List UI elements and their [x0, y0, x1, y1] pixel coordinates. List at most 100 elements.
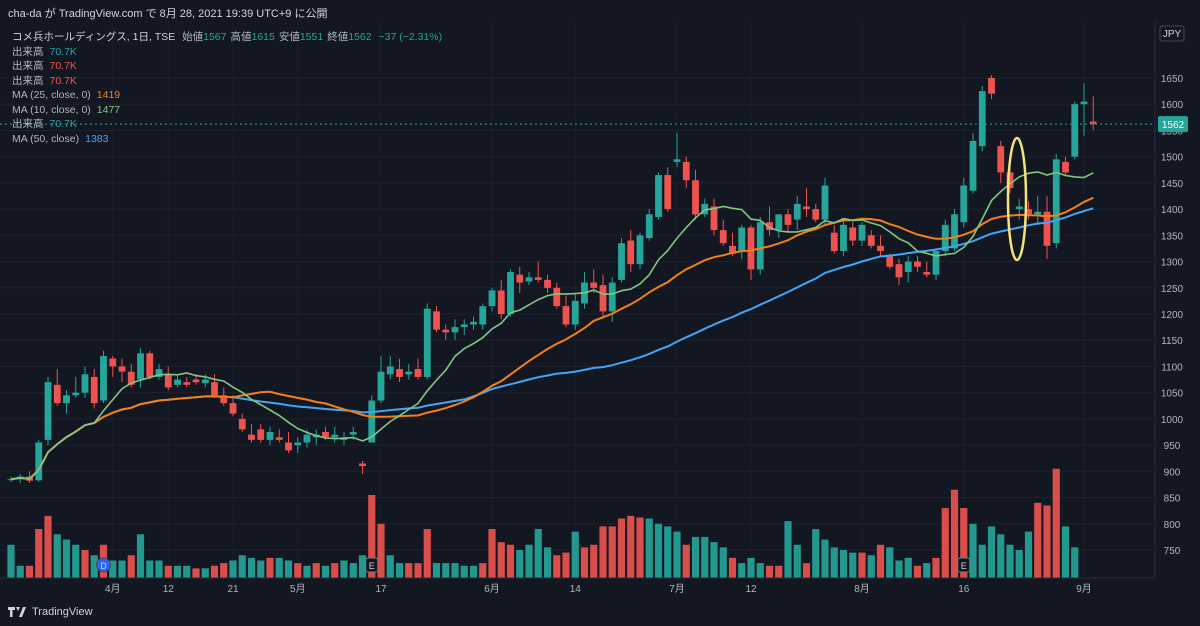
- dividend-marker[interactable]: [96, 557, 111, 573]
- volume-bar: [44, 515, 52, 578]
- volume-bar: [497, 542, 505, 578]
- volume-bar: [673, 531, 681, 578]
- volume-bar: [266, 557, 274, 578]
- earnings-marker[interactable]: [365, 557, 379, 573]
- candle-body: [460, 324, 468, 328]
- time-tick-label: 4月: [105, 583, 121, 595]
- candle-body: [803, 206, 810, 210]
- candle-body: [738, 227, 746, 252]
- volume-bar: [257, 560, 265, 578]
- legend-row-label: 出来高: [12, 45, 44, 58]
- candle-body: [830, 232, 838, 252]
- volume-bar: [654, 523, 663, 578]
- volume-bar: [525, 544, 533, 578]
- candle-body: [895, 264, 903, 278]
- volume-bar: [442, 563, 450, 578]
- candle-body: [664, 175, 672, 210]
- candle-body: [285, 442, 292, 451]
- volume-bar: [294, 563, 302, 578]
- price-tick-label: 1400: [1161, 205, 1184, 216]
- candle-body: [645, 214, 653, 238]
- candle-body: [303, 434, 311, 443]
- candle-body: [109, 358, 117, 367]
- legend-row[interactable]: MA (50, close) 1383: [12, 132, 442, 147]
- volume-bar: [312, 563, 320, 578]
- earnings-marker[interactable]: [957, 557, 971, 573]
- volume-bar: [432, 563, 441, 578]
- candle-body: [682, 161, 690, 181]
- price-tick-label: 750: [1164, 546, 1181, 557]
- candle-body: [618, 243, 625, 280]
- top-bar: cha-da が TradingView.com で 8月 28, 2021 1…: [0, 0, 1200, 22]
- volume-bar: [617, 518, 626, 578]
- volume-bar: [303, 565, 311, 578]
- candles: [7, 75, 1097, 483]
- time-tick-label: 6月: [484, 583, 500, 595]
- last-price-label: 1562: [1162, 120, 1185, 131]
- time-tick-label: 16: [958, 584, 970, 595]
- ohlc-value: 1615: [251, 31, 275, 43]
- price-tick-label: 1000: [1161, 415, 1184, 426]
- candle-body: [183, 382, 191, 385]
- price-tick-label: 800: [1164, 520, 1181, 531]
- candle-body: [867, 235, 875, 246]
- volume-bar: [516, 550, 524, 578]
- legend-row[interactable]: 出来高 70.7K: [12, 74, 442, 89]
- legend-row[interactable]: 出来高 70.7K: [12, 117, 442, 132]
- candle-body: [377, 371, 385, 401]
- ohlc-value: 1551: [299, 31, 324, 43]
- candle-body: [571, 300, 579, 325]
- candle-body: [1052, 159, 1060, 244]
- tradingview-logo[interactable]: TradingView: [8, 606, 93, 618]
- price-tick-label: 1100: [1161, 362, 1183, 373]
- volume-bar: [183, 565, 191, 578]
- volume-bar: [7, 544, 15, 578]
- volume-bar: [590, 544, 598, 578]
- candle-body: [756, 222, 764, 270]
- candle-body: [710, 206, 718, 231]
- volume-bar: [738, 563, 746, 578]
- candle-body: [248, 434, 255, 440]
- volume-bar: [802, 563, 811, 578]
- time-tick-label: 5月: [290, 583, 306, 595]
- legend-row[interactable]: MA (25, close, 0) 1419: [12, 88, 442, 103]
- candle-body: [100, 355, 107, 401]
- volume-bar: [414, 563, 422, 578]
- volume-bar: [839, 550, 848, 578]
- candle-body: [932, 251, 940, 275]
- volume-bar: [830, 547, 838, 578]
- candle-body: [821, 185, 829, 220]
- currency-badge[interactable]: [1159, 25, 1185, 42]
- legend-row[interactable]: 出来高 70.7K: [12, 59, 442, 74]
- legend-row[interactable]: 出来高 70.7K: [12, 45, 442, 60]
- candle-body: [322, 432, 329, 438]
- tradingview-logo-icon: [8, 607, 26, 617]
- volume-bar: [784, 521, 792, 578]
- event-marker-label: E: [961, 561, 967, 571]
- legend-row[interactable]: MA (10, close, 0) 1477: [12, 103, 442, 118]
- volume-bar: [155, 560, 163, 578]
- volume-bar: [118, 560, 126, 578]
- volume-bar: [913, 565, 922, 578]
- candle-body: [127, 371, 135, 385]
- candle-body: [627, 240, 635, 265]
- price-axis: 1650160015501500145014001350130012501200…: [0, 22, 1188, 579]
- candle-body: [349, 432, 357, 435]
- volume-bar: [368, 494, 376, 578]
- volume-bar: [987, 526, 996, 578]
- candle-body: [451, 327, 459, 333]
- candle-body: [1043, 211, 1051, 246]
- candle-body: [72, 392, 80, 396]
- highlight-ellipse: [1006, 136, 1028, 262]
- volume-bar: [62, 539, 71, 578]
- price-chart[interactable]: DEE 165016001550150014501400135013001250…: [0, 22, 1200, 602]
- volume-bar: [25, 565, 34, 578]
- price-tick-label: 1200: [1161, 310, 1184, 321]
- candle-body: [1080, 101, 1088, 105]
- candle-body: [516, 274, 524, 283]
- volume-bar: [247, 557, 256, 578]
- candle-body: [766, 222, 773, 231]
- last-price-badge: [1158, 116, 1188, 133]
- volume-bar: [377, 523, 385, 578]
- candle-body: [137, 353, 144, 380]
